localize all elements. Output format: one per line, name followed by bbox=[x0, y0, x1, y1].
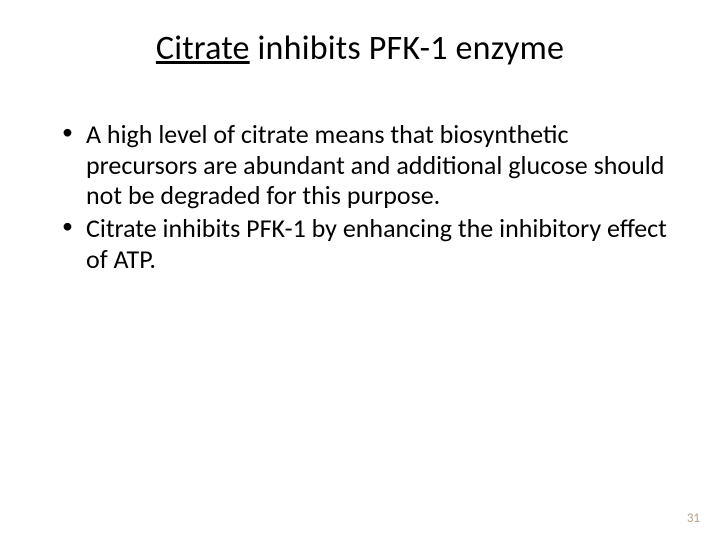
slide-container: Citrate inhibits PFK-1 enzyme A high lev… bbox=[0, 0, 720, 540]
page-number: 31 bbox=[687, 511, 700, 526]
title-underlined-part: Citrate bbox=[156, 28, 250, 69]
title-rest-part: inhibits PFK-1 enzyme bbox=[250, 28, 564, 69]
slide-title: Citrate inhibits PFK-1 enzyme bbox=[50, 28, 670, 69]
bullet-item: A high level of citrate means that biosy… bbox=[60, 119, 670, 211]
bullet-list: A high level of citrate means that biosy… bbox=[50, 119, 670, 274]
bullet-item: Citrate inhibits PFK-1 by enhancing the … bbox=[60, 213, 670, 274]
